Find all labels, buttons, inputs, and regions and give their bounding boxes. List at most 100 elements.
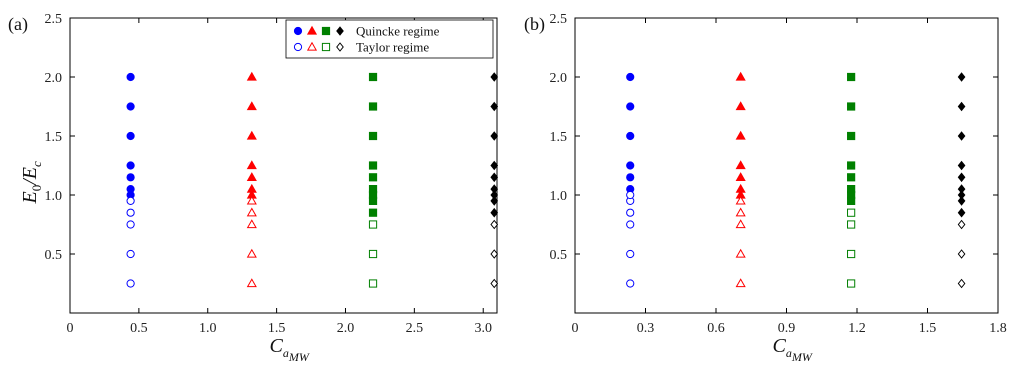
data-point-quincke (491, 185, 497, 193)
svg-text:E0/Ec: E0/Ec (19, 161, 44, 205)
data-point-taylor (848, 221, 855, 228)
x-tick-label: 1.5 (919, 321, 937, 336)
data-point-quincke (848, 186, 855, 193)
data-point-taylor (627, 221, 634, 228)
data-point-taylor (627, 250, 634, 257)
series-diamond (958, 73, 964, 288)
data-point-taylor (627, 191, 634, 198)
data-point-quincke (127, 73, 134, 80)
y-tick-label: 1.5 (550, 130, 568, 145)
data-point-quincke (736, 132, 744, 139)
data-point-quincke (127, 186, 134, 193)
data-point-quincke (248, 73, 256, 80)
data-point-quincke (369, 209, 376, 216)
data-point-taylor (848, 250, 855, 257)
legend-entry-label: Taylor regime (356, 40, 429, 55)
legend-marker (294, 27, 301, 34)
panel-label: (a) (8, 14, 28, 35)
x-tick-label: 1.8 (989, 321, 1007, 336)
data-point-quincke (127, 162, 134, 169)
data-point-quincke (491, 209, 497, 217)
series-triangle (248, 73, 256, 287)
data-point-taylor (736, 279, 744, 286)
data-point-quincke (958, 185, 964, 193)
data-point-taylor (127, 197, 134, 204)
data-point-taylor (958, 250, 964, 258)
data-point-quincke (736, 185, 744, 192)
data-point-taylor (248, 250, 256, 257)
data-point-quincke (248, 185, 256, 192)
data-point-quincke (627, 103, 634, 110)
data-point-taylor (369, 250, 376, 257)
x-tick-label: 0.6 (707, 321, 725, 336)
series-circle (627, 73, 634, 287)
legend-marker (294, 43, 301, 50)
x-tick-label: 1.5 (268, 321, 286, 336)
data-point-quincke (491, 103, 497, 111)
panel-label: (b) (524, 14, 545, 35)
x-tick-label: 2.0 (337, 321, 355, 336)
data-point-taylor (627, 280, 634, 287)
data-point-quincke (736, 173, 744, 180)
data-point-taylor (491, 250, 497, 258)
data-point-quincke (248, 132, 256, 139)
data-point-quincke (369, 162, 376, 169)
series-square (369, 73, 376, 287)
data-point-taylor (127, 280, 134, 287)
y-tick-label: 1.0 (550, 189, 568, 204)
data-point-quincke (736, 73, 744, 80)
data-point-taylor (736, 220, 744, 227)
x-axis-label: CaMW (270, 335, 310, 364)
x-tick-label: 0 (572, 321, 579, 336)
data-point-taylor (248, 279, 256, 286)
legend-marker (322, 43, 329, 50)
data-point-quincke (248, 102, 256, 109)
data-point-quincke (958, 173, 964, 181)
x-axis-label: CaMW (773, 335, 813, 364)
data-point-quincke (848, 174, 855, 181)
data-point-taylor (127, 209, 134, 216)
data-point-taylor (369, 221, 376, 228)
series-diamond (491, 73, 497, 288)
data-point-quincke (958, 209, 964, 217)
y-tick-label: 2.5 (45, 12, 63, 27)
data-point-quincke (958, 162, 964, 170)
y-tick-label: 2.5 (550, 12, 568, 27)
data-point-quincke (848, 103, 855, 110)
series-triangle (736, 73, 744, 287)
data-point-quincke (369, 174, 376, 181)
data-point-quincke (958, 103, 964, 111)
data-point-quincke (627, 162, 634, 169)
data-point-taylor (958, 221, 964, 229)
data-point-taylor (248, 220, 256, 227)
data-point-taylor (491, 280, 497, 288)
chart-panel-b: 0 0.3 0.6 0.9 1.2 1.5 1.8 0.5 1.0 1.5 2.0 2.5 (b) CaM… (524, 12, 1007, 364)
data-point-quincke (369, 73, 376, 80)
data-point-quincke (627, 73, 634, 80)
data-point-quincke (127, 132, 134, 139)
legend-marker (322, 27, 329, 34)
data-point-quincke (369, 186, 376, 193)
data-point-taylor (848, 280, 855, 287)
data-point-taylor (491, 221, 497, 229)
x-tick-label: 1.2 (848, 321, 866, 336)
y-tick-label: 1.5 (45, 130, 63, 145)
x-tick-label: 0 (67, 321, 74, 336)
legend-entry-label: Quincke regime (356, 24, 440, 39)
data-point-quincke (491, 132, 497, 140)
data-point-taylor (127, 250, 134, 257)
x-tick-label: 0.3 (637, 321, 655, 336)
data-point-quincke (491, 73, 497, 81)
x-tick-label: 2.5 (406, 321, 424, 336)
x-tick-label: 0.9 (778, 321, 796, 336)
chart-panel-a: 0 0.5 1.0 1.5 2.0 2.5 3.00.51.01.52.02.5(a)CaM… (8, 12, 497, 364)
series-circle (127, 73, 134, 287)
x-tick-label: 1.0 (199, 321, 217, 336)
data-point-taylor (248, 209, 256, 216)
data-point-quincke (127, 174, 134, 181)
data-point-quincke (848, 162, 855, 169)
y-tick-label: 2.0 (550, 71, 568, 86)
y-tick-label: 1.0 (45, 189, 63, 204)
